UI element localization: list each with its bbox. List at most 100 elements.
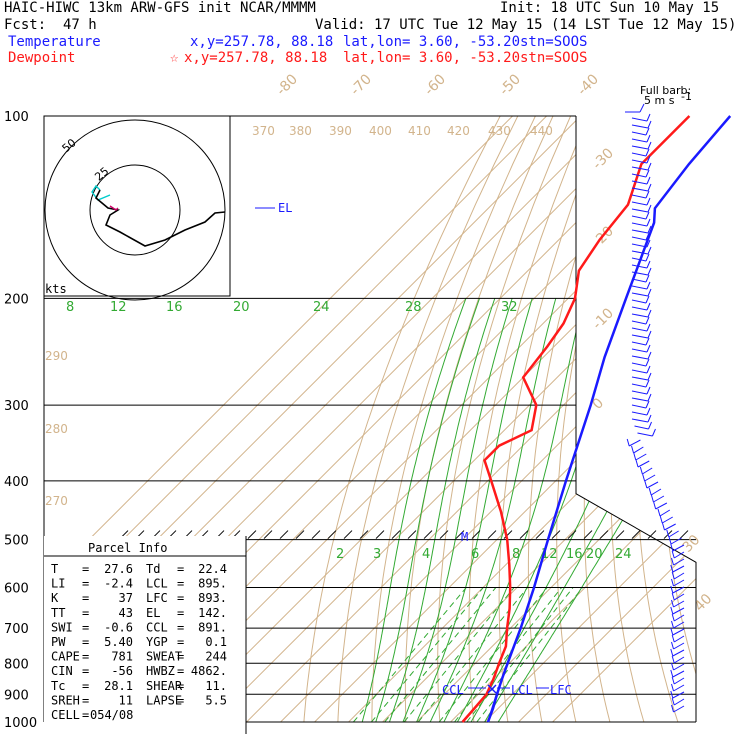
parcel-info-cell: CAPE — [51, 650, 80, 664]
level-hash-mark — [519, 530, 529, 539]
wind-barb-icon — [631, 250, 649, 255]
level-hash-mark — [615, 530, 625, 539]
parcel-info-cell: 893. — [198, 591, 227, 605]
parcel-info-cell: -56 — [111, 664, 133, 678]
wind-barb-icon — [631, 278, 647, 283]
parcel-info-cell: = — [177, 650, 184, 664]
profiles — [255, 115, 732, 723]
wind-barb-icon — [646, 260, 651, 269]
parcel-info-cell: 43 — [119, 606, 133, 620]
parcel-info-cell: Tc — [51, 679, 65, 693]
wind-barb-icon — [631, 390, 648, 395]
wind-barb-icon — [646, 344, 651, 353]
wind-barb-icon — [673, 593, 685, 601]
wind-barb-icon — [631, 236, 647, 241]
parcel-info-cell: LCL — [146, 577, 168, 591]
wind-barb-icon — [673, 558, 685, 566]
wind-barb-icon — [642, 467, 653, 475]
wind-barb-icon — [671, 641, 674, 650]
wind-barb-icon — [645, 211, 650, 220]
isotherm-line — [518, 116, 696, 722]
wind-barb-icon — [631, 264, 648, 269]
theta-label: 410 — [408, 124, 431, 138]
wind-barb-icon — [671, 662, 674, 671]
isotherm-line — [44, 116, 513, 722]
parcel-info-title: Parcel Info — [88, 541, 167, 555]
level-hash-mark — [247, 530, 257, 539]
wind-barb-icon — [646, 134, 651, 143]
wind-barb-icon — [631, 292, 649, 297]
parcel-info-cell: 4862. — [191, 664, 227, 678]
parcel-info-cell: TT — [51, 606, 65, 620]
parcel-info-cell: SWI — [51, 620, 73, 634]
pressure-tick-label: 600 — [4, 582, 29, 597]
parcel-info-cell: HWBZ — [146, 664, 175, 678]
wind-barb-icon — [631, 166, 649, 171]
theta-label: 440 — [530, 124, 553, 138]
parcel-path — [487, 691, 499, 723]
wind-barb-icon — [670, 585, 674, 594]
wind-barb-icon — [645, 274, 650, 283]
wind-barb-icon — [673, 642, 685, 650]
theta-label: 280 — [45, 422, 68, 436]
mixing-ratio-label: 20 — [586, 547, 603, 562]
wind-barb-icon — [671, 599, 674, 608]
wind-barb-icon — [672, 565, 685, 573]
mixing-ratio-label: 16 — [566, 547, 583, 562]
wind-barb-icon — [647, 393, 652, 402]
wind-barb-icon — [673, 635, 685, 643]
wind-barb-icon — [646, 365, 651, 374]
mixing-ratio-label: 20 — [233, 300, 250, 315]
parcel-info-cell: 28.1 — [104, 679, 133, 693]
wind-barb-icon — [647, 141, 652, 150]
parcel-info-cell: = — [82, 591, 89, 605]
wind-barb-icon — [672, 649, 685, 657]
isotherm-label: -50 — [497, 71, 524, 98]
wind-barb-icon — [670, 690, 674, 699]
el-level-label: EL — [278, 201, 292, 215]
wind-barb-icon — [637, 432, 653, 437]
wind-barb-icon — [664, 523, 676, 531]
level-hash-mark — [679, 530, 689, 539]
wind-barb-icon — [631, 180, 648, 185]
wind-barb-icon — [631, 138, 648, 143]
mixing-ratio-label: 32 — [501, 300, 518, 315]
temperature-legend-label: Temperature — [8, 34, 101, 50]
wind-barb-icon — [631, 201, 648, 206]
parcel-info-cell: -0.6 — [104, 620, 133, 634]
wind-barb-icon — [661, 516, 673, 524]
parcel-info-cell: T — [51, 562, 58, 576]
parcel-info-cell: CIN — [51, 664, 73, 678]
isotherm-label: -70 — [348, 71, 375, 98]
wind-barb-icon — [646, 323, 651, 332]
wind-barb-icon — [626, 438, 630, 447]
level-hash-mark — [263, 530, 273, 539]
parcel-info-cell: = — [82, 635, 89, 649]
dry-adiabat-line — [337, 116, 519, 722]
wind-barb-icon — [653, 495, 665, 503]
wind-barb-icon — [631, 159, 648, 164]
wind-barb-icon — [673, 572, 685, 580]
parcel-info-cell: = — [82, 606, 89, 620]
wind-barb-icon — [671, 592, 675, 601]
wind-barb-icon — [647, 183, 652, 192]
parcel-info-cell: = — [82, 562, 89, 576]
wind-barb-icon — [644, 474, 656, 482]
pressure-tick-label: 1000 — [4, 716, 37, 731]
wind-barb-icon — [673, 600, 685, 608]
moist-adiabat-line — [375, 298, 480, 722]
dry-adiabat-line — [661, 116, 696, 722]
theta-label: 290 — [45, 349, 68, 363]
parcel-info-cell: 11 — [119, 693, 133, 707]
wind-barb-icon — [647, 288, 652, 297]
mixing-ratio-label: 2 — [336, 547, 344, 562]
parcel-info-background — [44, 536, 246, 734]
wind-barb-icon — [631, 355, 649, 360]
wind-barb-icon — [672, 607, 685, 615]
wind-barb-icon — [670, 627, 674, 636]
wind-barb-icon — [659, 515, 663, 524]
wind-barb-icon — [672, 544, 685, 552]
wind-barb-icon — [647, 351, 652, 360]
wind-barb-icon — [631, 299, 647, 304]
parcel-info-cell: CCL — [146, 620, 168, 634]
